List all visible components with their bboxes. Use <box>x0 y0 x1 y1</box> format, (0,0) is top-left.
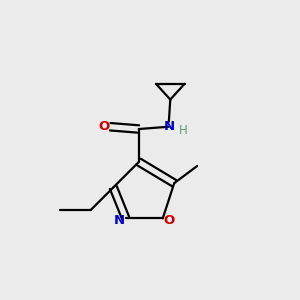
Text: H: H <box>179 124 188 137</box>
Text: N: N <box>114 214 125 227</box>
Text: O: O <box>164 214 175 227</box>
Text: N: N <box>163 120 174 133</box>
Text: O: O <box>98 120 110 133</box>
